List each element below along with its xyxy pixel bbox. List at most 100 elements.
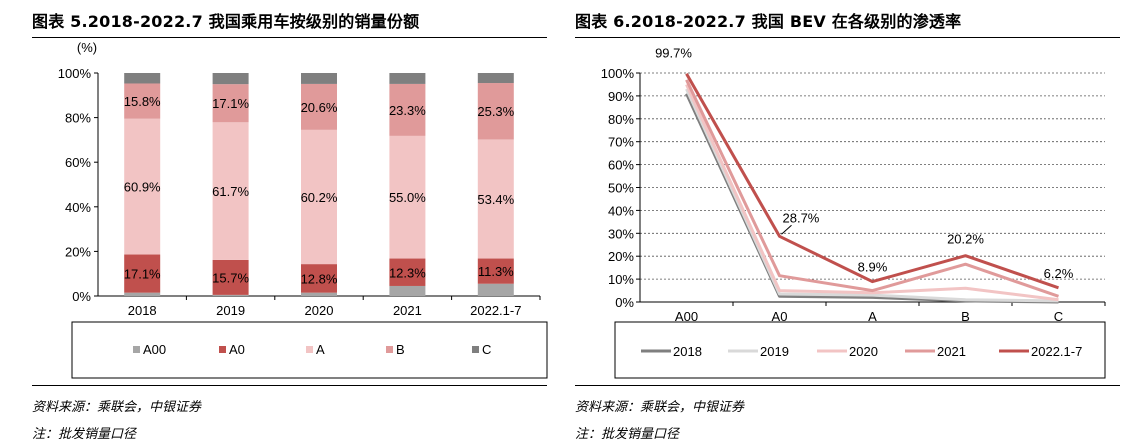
legend-swatch-a [306, 346, 313, 353]
data-label-a: 60.9% [124, 180, 161, 195]
data-label-b: 25.3% [477, 104, 514, 119]
left-footnote: 注：批发销量口径 [32, 427, 137, 442]
y-axis-unit-label: (%) [77, 40, 97, 55]
data-label-a0: 11.3% [478, 264, 514, 279]
y-tick-label: 0% [72, 289, 91, 304]
legend-label-2020: 2020 [849, 344, 878, 359]
series-line-2022-1-7 [685, 72, 1059, 290]
bar-segment-a00-2022-1-7 [477, 283, 514, 296]
series-line-2021 [685, 79, 1059, 298]
bar-segment-a-2020 [301, 129, 337, 265]
legend-label-a: A [316, 342, 325, 357]
stacked-bar-chart: (%) 0% 20% 40% 60% 80% 100% 2018 17.1% 60.9% 15.8%… [58, 40, 548, 379]
legend-label-c: C [482, 342, 491, 357]
left-panel: 图表 5.2018-2022.7 我国乘用车按级别的销量份额 (%) 0% 20% 4… [0, 0, 560, 448]
data-label-a0: 12.3% [389, 265, 426, 280]
y-tick-label: 80% [608, 112, 634, 127]
bar-segment-b-2018 [124, 83, 161, 119]
bar-segment-c-2021 [389, 73, 426, 84]
data-label-a0: 12.8% [301, 271, 338, 286]
legend-label-a0: A0 [229, 342, 245, 357]
legend-label-a00: A00 [143, 342, 166, 357]
bar-segment-a0-2018 [124, 254, 161, 293]
y-tick-label: 100% [58, 66, 92, 81]
data-label-a: 60.2% [301, 190, 338, 205]
y-tick-label: 10% [608, 272, 634, 287]
annotation-label: 28.7% [783, 210, 820, 225]
data-label-a: 53.4% [477, 192, 514, 207]
y-tick-label: 60% [65, 155, 91, 170]
left-top-rule [32, 37, 547, 38]
annotation-label: 8.9% [858, 260, 888, 275]
penetration-line-chart: 0% 10% 20% 30% 40% 50% 60% 70% 80% 90% 100% A00 A0 A B… [601, 46, 1106, 379]
series-line-2020 [685, 83, 1059, 302]
bar-segment-c-2019 [212, 73, 249, 85]
y-tick-label: 90% [608, 89, 634, 104]
legend-label-2018: 2018 [673, 344, 702, 359]
annotation-label: 99.7% [655, 46, 692, 61]
legend-box [614, 321, 1106, 379]
bar-segment-a00-2020 [301, 292, 337, 296]
right-chart-title: 图表 6.2018-2022.7 我国 BEV 在各级别的渗透率 [575, 12, 962, 31]
x-tick-label: C [1054, 309, 1063, 324]
bar-segment-a-2021 [389, 135, 426, 259]
y-tick-label: 20% [608, 249, 634, 264]
x-tick-label: 2021 [393, 303, 422, 318]
x-tick-label: 2022.1-7 [470, 303, 521, 318]
bar-segment-c-2020 [301, 73, 337, 84]
y-tick-label: 70% [608, 135, 634, 150]
bar-segment-a00-2019 [212, 294, 249, 296]
bar-segment-a-2018 [124, 118, 161, 255]
annotation-leader-line [781, 224, 792, 235]
bar-segment-a-2019 [212, 122, 249, 260]
data-label-a: 61.7% [212, 184, 249, 199]
bar-segment-a0-2019 [212, 259, 249, 295]
left-source-note: 资料来源：乘联会，中银证券 [32, 400, 202, 415]
y-tick-label: 30% [608, 226, 634, 241]
series-line-2019 [685, 88, 1059, 303]
data-label-a0: 15.7% [212, 270, 249, 285]
right-footnote: 注：批发销量口径 [575, 427, 680, 442]
legend-swatch-a0 [219, 346, 226, 353]
legend-swatch-c [472, 346, 479, 353]
legend-swatch-a00 [133, 346, 140, 353]
legend-label-2021: 2021 [937, 344, 966, 359]
legend-label-2019: 2019 [760, 344, 789, 359]
bar-segment-a00-2021 [389, 285, 426, 296]
y-tick-label: 50% [608, 181, 634, 196]
right-source-note: 资料来源：乘联会，中银证券 [575, 400, 745, 415]
annotation-label: 20.2% [947, 232, 984, 247]
bar-segment-b-2019 [212, 84, 249, 123]
right-top-rule [575, 37, 1120, 38]
x-tick-label: A0 [772, 309, 788, 324]
bar-segment-b-2022-1-7 [477, 83, 514, 140]
legend-swatch-b [386, 346, 393, 353]
data-label-b: 20.6% [301, 100, 338, 115]
y-tick-label: 60% [608, 158, 634, 173]
left-bottom-rule [32, 385, 547, 386]
right-panel: 图表 6.2018-2022.7 我国 BEV 在各级别的渗透率 0% 10% 20… [575, 0, 1135, 448]
bar-segment-a0-2022-1-7 [477, 258, 514, 284]
y-tick-label: 80% [65, 111, 91, 126]
y-tick-label: 100% [601, 66, 635, 81]
y-tick-label: 20% [65, 244, 91, 259]
annotation-label: 6.2% [1044, 266, 1074, 281]
x-tick-label: A [868, 309, 877, 324]
y-tick-label: 40% [65, 200, 91, 215]
data-label-a0: 17.1% [124, 267, 161, 282]
data-label-a: 55.0% [389, 190, 426, 205]
x-tick-label: 2020 [305, 303, 334, 318]
legend-label-b: B [396, 342, 405, 357]
y-tick-label: 40% [608, 203, 634, 218]
bar-segment-b-2021 [389, 83, 426, 136]
data-label-b: 15.8% [124, 94, 161, 109]
data-label-b: 23.3% [389, 103, 426, 118]
left-chart-title: 图表 5.2018-2022.7 我国乘用车按级别的销量份额 [32, 12, 420, 31]
legend-label-2022-1-7: 2022.1-7 [1031, 344, 1082, 359]
x-tick-label: 2018 [128, 303, 157, 318]
bar-segment-c-2022-1-7 [477, 73, 514, 84]
bar-segment-a-2022-1-7 [477, 139, 514, 259]
x-tick-label: A00 [675, 309, 698, 324]
right-bottom-rule [575, 385, 1120, 386]
bar-segment-c-2018 [124, 73, 161, 84]
